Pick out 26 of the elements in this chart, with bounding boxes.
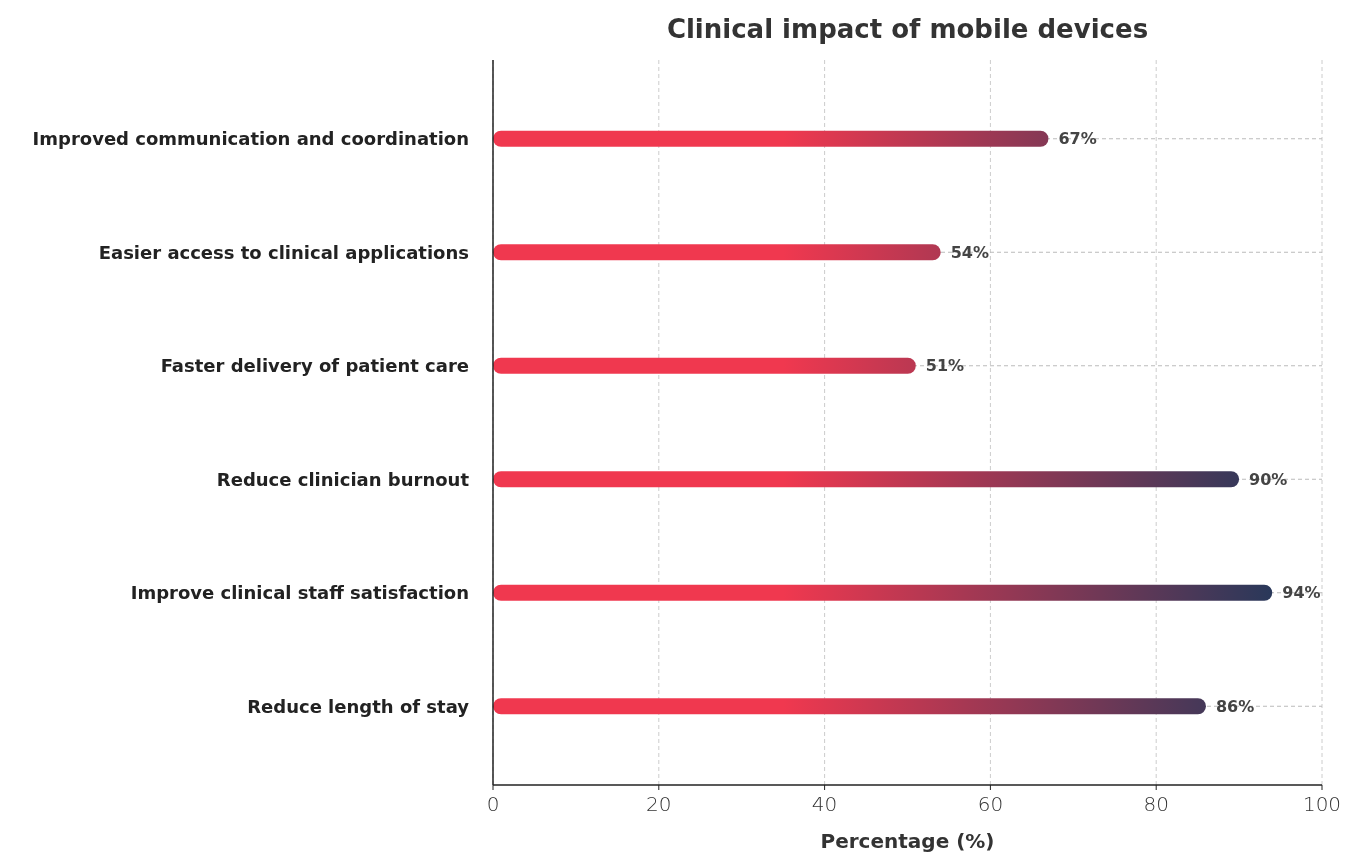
data-label: 86% [1215, 696, 1255, 716]
x-tick-label: 20 [646, 792, 672, 816]
bar [493, 130, 1049, 147]
bar [493, 584, 1273, 601]
y-tick-label: Reduce clinician burnout [216, 468, 470, 490]
bar [493, 471, 1240, 488]
x-tick-label: 60 [977, 792, 1004, 816]
x-tick-label: 0 [486, 792, 500, 816]
x-tick-label: 100 [1302, 792, 1342, 816]
y-tick-label: Improve clinical staff satisfaction [130, 582, 469, 604]
y-tick-label: Reduce length of stay [247, 695, 470, 717]
data-label: 67% [1058, 129, 1097, 149]
bar [493, 357, 916, 374]
chart-title: Clinical impact of mobile devices [666, 14, 1149, 44]
data-label: 94% [1282, 583, 1321, 603]
y-tick-label: Faster delivery of patient care [160, 355, 469, 377]
bar [493, 244, 941, 261]
x-axis-title: Percentage (%) [820, 829, 995, 853]
x-tick-label: 80 [1143, 792, 1169, 816]
data-label: 51% [925, 356, 965, 376]
x-tick-label: 40 [811, 792, 838, 816]
bar [493, 698, 1206, 715]
y-tick-label: Easier access to clinical applications [98, 241, 469, 263]
y-tick-label: Improved communication and coordination [32, 128, 469, 150]
data-label: 54% [950, 242, 989, 262]
data-label: 90% [1249, 469, 1288, 489]
